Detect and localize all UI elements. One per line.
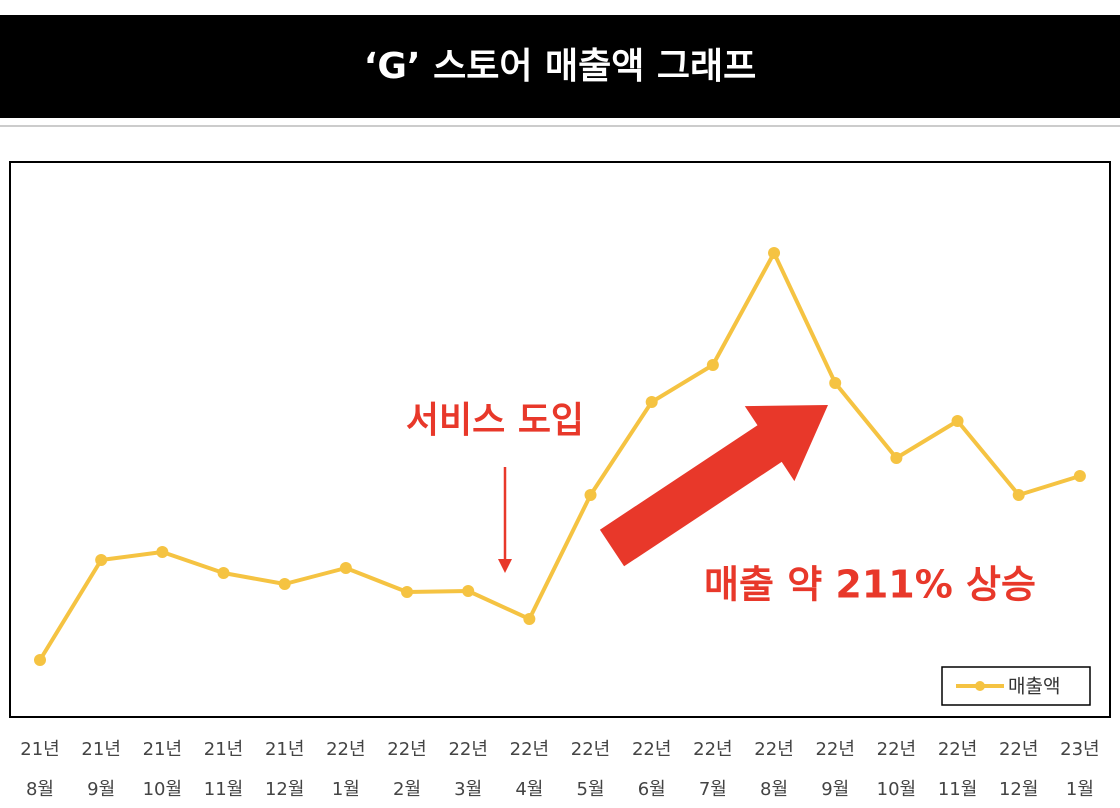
x-tick-label: 3월 [454,779,482,800]
x-tick-label: 21년 [81,739,120,760]
x-tick-label: 21년 [204,739,243,760]
point [1012,489,1025,501]
x-tick-label: 2월 [393,779,421,800]
x-tick-label: 7월 [699,779,727,800]
point [339,562,352,574]
x-tick-label: 6월 [638,779,666,800]
point [829,377,842,389]
x-tick-label: 22년 [448,739,487,760]
point [890,452,903,464]
x-tick-label: 12월 [999,779,1038,800]
arrow-head [498,559,512,573]
x-tick-label: 22년 [326,739,365,760]
point [645,396,658,408]
x-tick-label: 22년 [999,739,1038,760]
point [278,578,291,590]
big-arrow [599,405,828,567]
point [1073,470,1086,482]
point [156,546,169,558]
x-tick-label: 22년 [815,739,854,760]
x-tick-label: 22년 [571,739,610,760]
x-tick-label: 11월 [938,779,977,800]
point [706,359,719,371]
point [523,613,536,625]
point [768,247,781,259]
x-tick-label: 22년 [754,739,793,760]
title-bar [0,15,1120,118]
series-line [38,251,1081,662]
x-tick-label: 1월 [1066,779,1094,800]
x-tick-label: 23년 [1060,739,1099,760]
x-tick-label: 4월 [515,779,543,800]
point [217,567,230,579]
point [584,489,597,501]
x-tick-label: 22년 [510,739,549,760]
x-tick-label: 21년 [143,739,182,760]
x-tick-label: 22년 [387,739,426,760]
x-tick-label: 10월 [877,779,916,800]
annotation: 서비스 도입 [406,400,584,441]
x-tick-label: 5월 [577,779,605,800]
x-tick-label: 11월 [204,779,243,800]
x-tick-label: 10월 [143,779,182,800]
x-tick-label: 1월 [332,779,360,800]
x-tick-label: 12월 [265,779,304,800]
x-tick-label: 21년 [20,739,59,760]
point [462,585,475,597]
x-tick-label: 9월 [87,779,115,800]
page-title: ‘G’ 스토어 매출액 그래프 [364,46,757,87]
x-tick-label: 21년 [265,739,304,760]
x-tick-label: 9월 [821,779,849,800]
point [95,554,108,566]
point [401,586,414,598]
point [951,415,964,427]
legend-label: 매출액 [1008,676,1060,698]
x-tick-label: 22년 [877,739,916,760]
point [34,654,46,666]
x-tick-label: 22년 [938,739,977,760]
legend-marker [975,681,985,691]
annotation: 매출 약 211% 상승 [704,563,1036,607]
x-tick-label: 22년 [632,739,671,760]
x-tick-label: 8월 [26,779,54,800]
x-tick-label: 8월 [760,779,788,800]
x-tick-label: 22년 [693,739,732,760]
plot-frame [9,161,1111,718]
